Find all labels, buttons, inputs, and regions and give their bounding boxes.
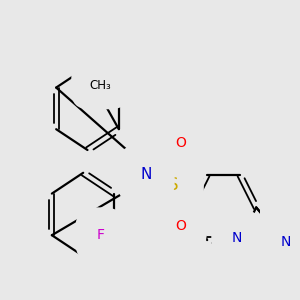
Text: N: N [280, 235, 291, 249]
Text: N: N [232, 231, 242, 245]
Text: F: F [96, 228, 104, 242]
Text: CH₃: CH₃ [89, 79, 111, 92]
Text: N: N [140, 167, 152, 182]
Text: O: O [175, 219, 186, 233]
Text: O: O [175, 136, 186, 150]
Text: N: N [292, 242, 300, 256]
Text: S: S [168, 176, 179, 194]
